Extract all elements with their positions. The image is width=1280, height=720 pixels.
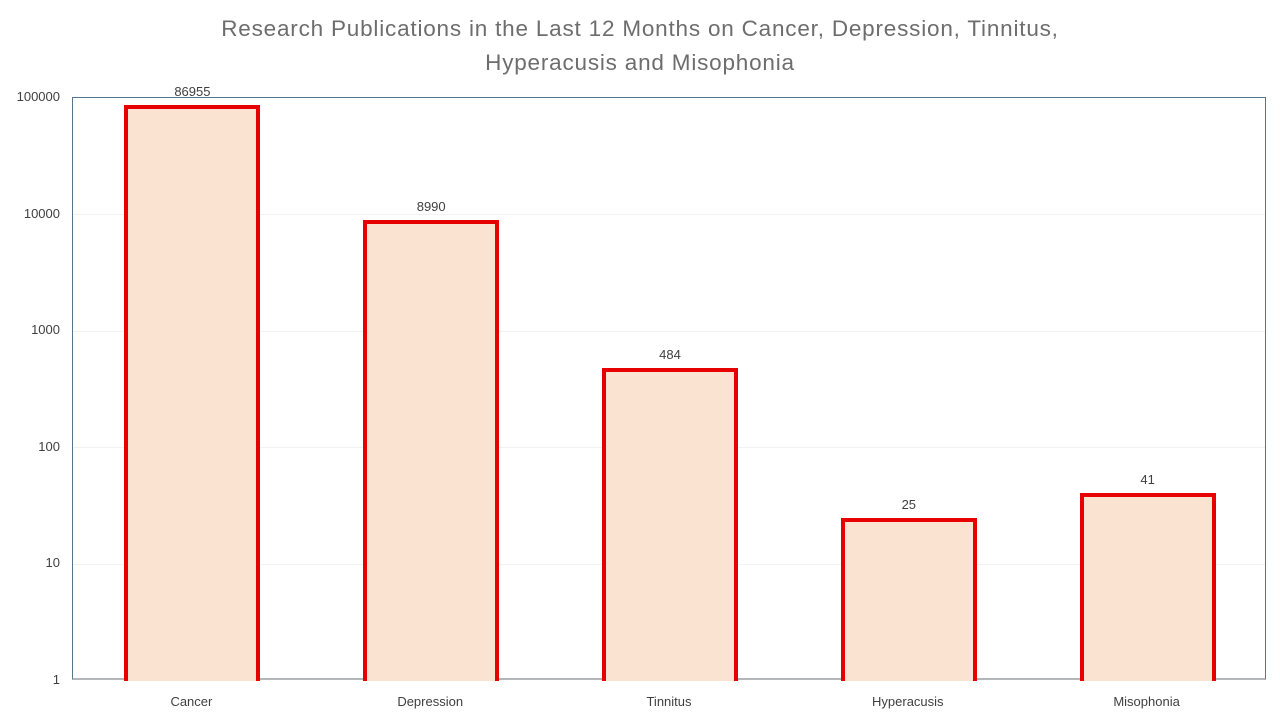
y-tick-label-1: 1 — [52, 672, 60, 687]
value-label-depression: 8990 — [416, 198, 446, 214]
gridline-1000 — [73, 330, 1265, 332]
category-label-tinnitus: Tinnitus — [646, 694, 692, 709]
y-tick-label-10: 10 — [45, 555, 60, 571]
bar-tinnitus — [602, 367, 738, 681]
value-label-tinnitus: 484 — [659, 346, 681, 362]
y-tick-label-100000: 100000 — [16, 89, 60, 104]
gridline-10000 — [73, 214, 1265, 216]
chart-title: Research Publications in the Last 12 Mon… — [140, 12, 1140, 80]
value-label-hyperacusis: 25 — [901, 497, 917, 512]
y-tick-label-1000: 1000 — [31, 322, 60, 338]
y-tick-label-10000: 10000 — [23, 205, 60, 221]
category-label-hyperacusis: Hyperacusis — [872, 694, 944, 709]
bar-hyperacusis — [840, 518, 977, 681]
chart-title-line1: Research Publications in the Last 12 Mon… — [221, 16, 1059, 41]
bar-misophonia — [1079, 492, 1216, 681]
value-label-misophonia: 41 — [1140, 471, 1155, 487]
y-tick-label-100: 100 — [38, 438, 60, 454]
chart-title-line2: Hyperacusis and Misophonia — [485, 50, 795, 75]
category-label-depression: Depression — [397, 694, 464, 709]
category-label-cancer: Cancer — [170, 694, 213, 709]
value-label-cancer: 86955 — [174, 84, 211, 100]
bar-cancer — [124, 105, 261, 681]
bar-depression — [363, 219, 500, 681]
plot-area: 86955 8990 484 25 41 — [72, 84, 1266, 681]
category-label-misophonia: Misophonia — [1113, 694, 1180, 709]
